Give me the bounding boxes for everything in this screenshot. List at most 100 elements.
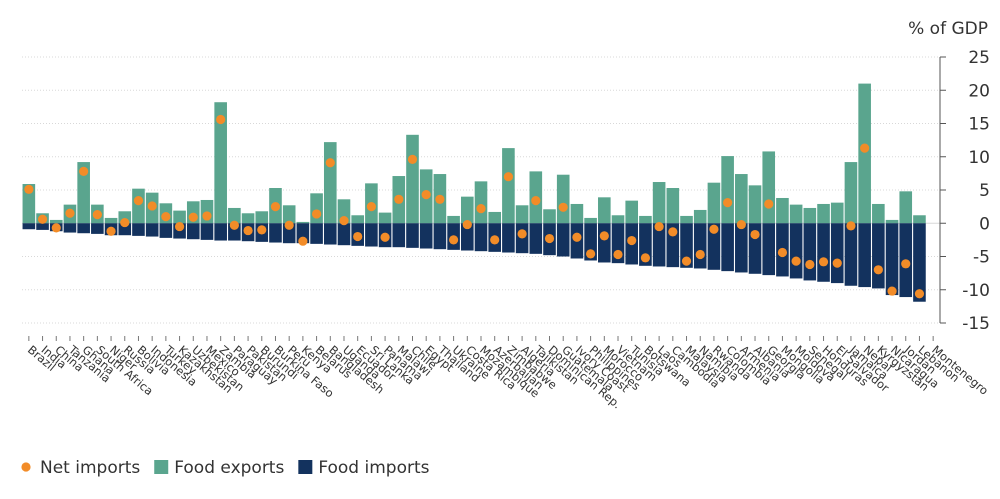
bar-exports-42 [598, 197, 611, 224]
bar-exports-43 [611, 215, 625, 224]
bar-imports-21 [310, 223, 323, 244]
net-imports-point-0 [24, 184, 34, 194]
net-imports-point-24 [353, 231, 363, 242]
bar-imports-1 [36, 223, 49, 230]
net-imports-point-40 [572, 232, 582, 242]
net-imports-point-9 [147, 201, 157, 211]
net-imports-point-59 [832, 258, 842, 268]
bar-imports-3 [63, 223, 77, 233]
bar-exports-51 [721, 156, 734, 224]
y-tick-label: 5 [979, 181, 990, 201]
net-imports-point-14 [216, 114, 226, 125]
net-imports-point-54 [764, 199, 774, 209]
net-imports-point-56 [791, 256, 801, 266]
net-imports-point-36 [517, 229, 527, 239]
bar-exports-0 [22, 184, 36, 224]
bar-imports-28 [406, 223, 419, 248]
net-imports-point-60 [846, 221, 856, 231]
net-imports-point-38 [544, 233, 555, 244]
net-imports-point-53 [750, 229, 760, 240]
net-imports-point-46 [654, 221, 664, 232]
net-imports-point-27 [394, 194, 404, 204]
bar-exports-40 [570, 203, 584, 224]
bar-exports-38 [543, 209, 556, 224]
bar-imports-0 [22, 223, 36, 230]
bar-exports-36 [515, 205, 529, 224]
bar-imports-46 [652, 223, 666, 267]
bar-imports-32 [460, 223, 474, 251]
bar-imports-4 [77, 223, 90, 234]
bar-exports-7 [118, 211, 132, 224]
net-imports-point-8 [133, 196, 144, 206]
net-imports-point-13 [202, 211, 212, 221]
y-tick-label: 25 [968, 48, 990, 68]
net-imports-point-37 [531, 196, 541, 206]
bar-exports-21 [310, 193, 323, 224]
bar-imports-22 [323, 223, 337, 245]
net-imports-point-31 [448, 235, 459, 245]
net-imports-point-48 [681, 256, 692, 266]
net-imports-point-33 [476, 204, 486, 214]
bar-imports-37 [529, 223, 543, 254]
net-imports-point-20 [298, 236, 308, 246]
net-imports-point-16 [243, 225, 253, 236]
net-imports-point-57 [805, 259, 815, 270]
bar-imports-10 [159, 223, 173, 238]
bar-exports-64 [899, 191, 913, 224]
net-imports-point-30 [435, 194, 445, 204]
bar-exports-49 [693, 209, 707, 224]
net-imports-point-65 [914, 289, 925, 299]
bar-imports-14 [214, 223, 227, 241]
net-imports-point-7 [120, 217, 130, 228]
net-imports-point-2 [51, 223, 61, 233]
y-tick-label: 15 [968, 115, 990, 135]
bar-exports-55 [776, 197, 789, 224]
legend-marker-net [21, 462, 31, 472]
bar-imports-9 [145, 223, 159, 237]
net-imports-point-34 [490, 235, 500, 245]
legend-label-imports: Food imports [318, 458, 429, 478]
net-imports-point-15 [229, 220, 239, 230]
net-imports-point-17 [257, 225, 267, 235]
net-imports-point-51 [723, 198, 733, 208]
bar-imports-59 [830, 223, 844, 284]
bar-imports-42 [598, 223, 611, 263]
bar-imports-5 [91, 223, 104, 234]
bar-imports-29 [419, 223, 433, 249]
legend-marker-imports [298, 460, 313, 474]
bar-exports-8 [132, 188, 145, 224]
net-imports-point-26 [380, 232, 390, 242]
bar-imports-27 [392, 223, 406, 248]
net-imports-point-39 [558, 202, 568, 212]
bar-exports-16 [241, 213, 255, 224]
bar-exports-26 [378, 212, 392, 224]
net-imports-point-25 [366, 202, 376, 212]
legend-marker-exports [154, 460, 169, 474]
net-imports-point-28 [407, 154, 418, 165]
bar-imports-39 [556, 223, 570, 257]
legend: Net imports Food exports Food imports [21, 458, 430, 478]
bar-exports-45 [639, 215, 652, 224]
net-imports-point-22 [325, 158, 335, 168]
y-tick-label: 10 [968, 148, 990, 168]
bar-exports-48 [680, 215, 693, 224]
net-imports-point-43 [613, 249, 623, 260]
bar-imports-58 [817, 223, 830, 282]
bar-imports-7 [118, 223, 132, 236]
bar-exports-11 [173, 210, 186, 224]
bar-imports-48 [680, 223, 693, 268]
bar-exports-52 [735, 174, 748, 224]
bar-exports-33 [474, 181, 488, 224]
bar-imports-33 [474, 223, 488, 252]
net-imports-point-35 [503, 172, 514, 182]
bar-imports-65 [913, 223, 926, 302]
bar-imports-57 [803, 223, 817, 281]
bar-exports-54 [762, 151, 776, 224]
bar-exports-56 [789, 204, 803, 224]
net-imports-point-63 [887, 286, 897, 296]
bar-imports-52 [735, 223, 748, 273]
bar-exports-24 [351, 215, 364, 224]
net-imports-point-4 [79, 166, 89, 176]
